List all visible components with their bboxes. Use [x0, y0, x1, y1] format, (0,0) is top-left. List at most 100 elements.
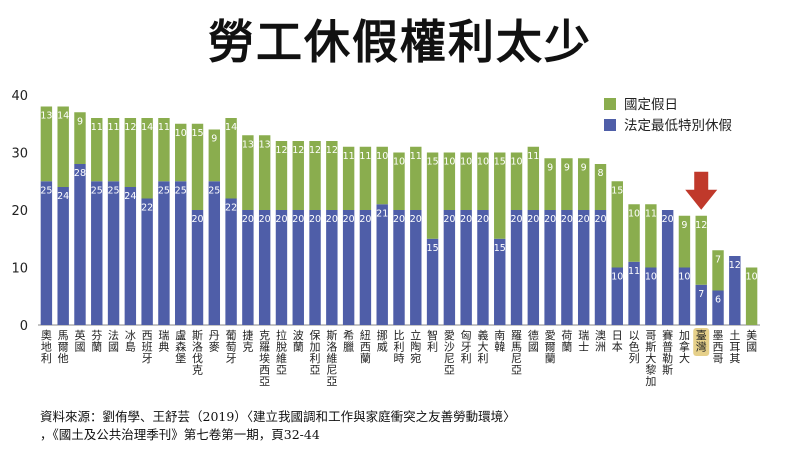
bar-public-holidays	[745, 267, 758, 325]
x-tick-label: 愛爾蘭	[545, 329, 556, 365]
bar-public-holidays	[695, 215, 707, 285]
data-label-holidays: 12	[326, 145, 338, 156]
data-label-holidays: 10	[175, 128, 187, 139]
data-label-holidays: 13	[259, 139, 271, 150]
bar-statutory-leave	[309, 210, 321, 325]
bar-public-holidays	[359, 146, 372, 210]
data-label-statutory: 20	[242, 214, 254, 225]
bar-statutory-leave	[594, 210, 607, 325]
data-label-statutory: 20	[662, 214, 674, 225]
x-tick-label: 盧森堡	[175, 328, 186, 365]
x-tick-label: 澳洲	[595, 329, 606, 354]
x-tick-label: 瑞士	[578, 328, 589, 354]
y-tick-label: 40	[11, 89, 28, 104]
x-tick-label: 芬蘭	[91, 329, 102, 354]
data-label-holidays: 13	[242, 139, 254, 150]
y-tick-label: 30	[11, 147, 28, 162]
data-label-holidays: 9	[77, 116, 83, 127]
data-label-statutory: 20	[594, 214, 606, 225]
bar-statutory-leave	[326, 210, 338, 325]
bar-statutory-leave	[91, 181, 103, 325]
x-tick-label: 比利時	[394, 329, 405, 365]
data-label-statutory: 20	[191, 214, 203, 225]
data-label-holidays: 12	[695, 220, 707, 231]
data-label-statutory: 12	[729, 260, 741, 271]
x-tick-label: 斯洛維尼亞	[326, 329, 337, 388]
data-label-statutory: 25	[40, 185, 52, 196]
x-tick-label: 保加利亞	[310, 328, 321, 377]
bar-statutory-leave	[494, 238, 506, 325]
legend-label: 國定假日	[624, 97, 678, 113]
bar-public-holidays	[175, 123, 187, 182]
bar-public-holidays	[292, 141, 304, 210]
x-tick-label: 加拿大	[679, 329, 690, 365]
y-tick-label: 10	[11, 262, 28, 277]
x-tick-label: 荷蘭	[561, 329, 572, 354]
data-label-statutory: 24	[57, 191, 69, 202]
legend-swatch	[604, 119, 616, 131]
bar-public-holidays	[678, 215, 691, 268]
bar-public-holidays	[410, 146, 422, 210]
bar-statutory-leave	[661, 210, 674, 325]
x-tick-label: 葡萄牙	[226, 329, 237, 365]
x-tick-label: 立陶宛	[410, 328, 421, 365]
x-tick-label: 瑞典	[158, 328, 169, 354]
bar-statutory-leave	[107, 181, 120, 325]
data-label-statutory: 15	[427, 243, 439, 254]
bar-public-holidays	[225, 118, 237, 199]
data-label-statutory: 11	[628, 266, 640, 277]
data-label-statutory: 15	[494, 243, 506, 254]
x-tick-label: 捷克	[242, 328, 253, 354]
bar-statutory-leave	[40, 181, 53, 325]
bar-statutory-leave	[577, 210, 590, 325]
bar-statutory-leave	[191, 210, 204, 325]
x-tick-label: 哥斯大黎加	[645, 329, 656, 388]
bar-statutory-leave	[712, 290, 724, 325]
legend-swatch	[604, 98, 616, 110]
data-label-statutory: 25	[91, 185, 103, 196]
bar-statutory-leave	[208, 181, 221, 325]
data-label-holidays: 9	[547, 162, 553, 173]
data-label-statutory: 25	[208, 185, 220, 196]
x-tick-label: 義大利	[477, 328, 488, 365]
bar-statutory-leave	[410, 210, 422, 325]
data-label-statutory: 20	[259, 214, 271, 225]
x-tick-label: 挪威	[377, 328, 388, 354]
data-label-holidays: 7	[715, 254, 721, 265]
bar-public-holidays	[628, 204, 640, 262]
bar-statutory-leave	[292, 210, 304, 325]
data-label-statutory: 20	[275, 214, 287, 225]
bar-statutory-leave	[611, 267, 623, 325]
bar-public-holidays	[107, 118, 120, 182]
data-label-holidays: 11	[527, 151, 539, 162]
x-tick-label: 斯洛伐克	[192, 329, 203, 377]
x-tick-label: 南韓	[494, 329, 505, 354]
x-tick-label: 紐西蘭	[360, 329, 371, 365]
data-label-statutory: 20	[343, 214, 355, 225]
data-label-holidays: 15	[191, 128, 203, 139]
bar-public-holidays	[326, 141, 338, 210]
source-line-1: 資料來源：劉侑學、王舒芸（2019）〈建立我國調和工作與家庭衝突之友善勞動環境〉	[40, 409, 516, 424]
x-tick-label: 奧地利	[41, 329, 52, 365]
data-label-holidays: 14	[57, 111, 69, 122]
bar-statutory-leave	[57, 187, 69, 325]
data-label-statutory: 24	[124, 191, 136, 202]
bar-statutory-leave	[225, 198, 237, 325]
x-tick-label: 克羅埃西亞	[259, 329, 270, 388]
data-label-holidays: 12	[309, 145, 321, 156]
bar-statutory-leave	[242, 210, 254, 325]
data-label-statutory: 21	[376, 208, 388, 219]
data-label-holidays: 11	[343, 151, 355, 162]
bar-statutory-leave	[426, 238, 439, 325]
data-label-holidays: 14	[225, 122, 237, 133]
data-label-statutory: 22	[225, 203, 237, 214]
data-label-statutory: 6	[715, 295, 721, 306]
data-label-statutory: 20	[292, 214, 304, 225]
x-tick-label: 墨西哥	[713, 329, 724, 365]
data-label-holidays: 10	[393, 157, 405, 168]
data-label-holidays: 10	[510, 157, 522, 168]
x-axis-labels: 奧地利馬爾他英國芬蘭法國冰島西班牙瑞典盧森堡斯洛伐克丹麥葡萄牙捷克克羅埃西亞拉脫…	[41, 328, 757, 388]
data-label-statutory: 20	[410, 214, 422, 225]
data-label-statutory: 20	[326, 214, 338, 225]
bar-public-holidays	[477, 152, 489, 210]
